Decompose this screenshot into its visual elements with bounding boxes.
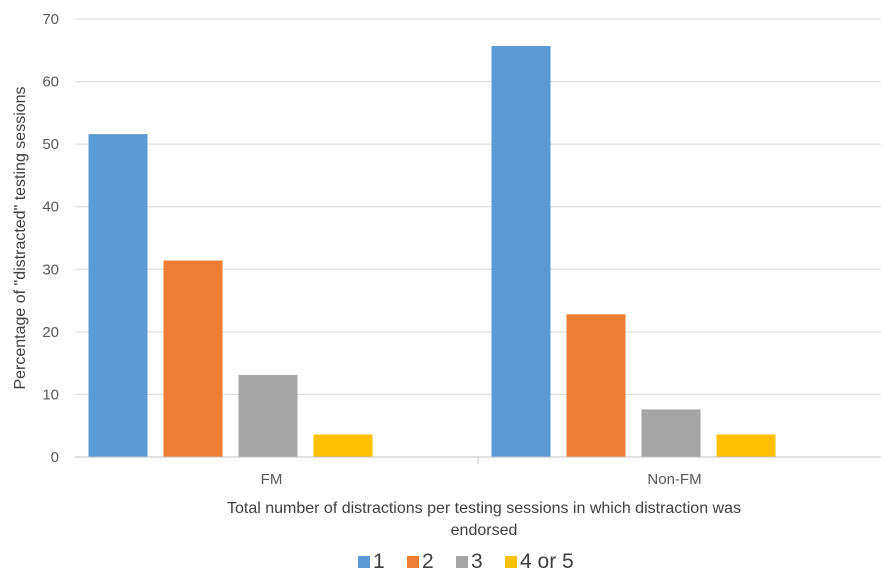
bar-non-fm-series-2 <box>566 314 626 457</box>
legend-swatch <box>358 556 370 568</box>
legend-label: 4 or 5 <box>520 550 574 573</box>
x-axis-categories: FM Non-FM <box>261 457 702 488</box>
bar-non-fm-series-4 <box>716 434 776 457</box>
legend-swatch <box>505 556 517 568</box>
legend-swatch <box>456 556 468 568</box>
bars <box>88 45 776 458</box>
x-category-label: FM <box>261 471 283 488</box>
bar-fm-series-4 <box>313 434 373 457</box>
legend-label: 2 <box>422 550 434 573</box>
y-tick-label: 50 <box>42 136 59 153</box>
legend-label: 1 <box>373 550 385 573</box>
bar-fm-series-1 <box>88 134 148 458</box>
y-tick-label: 30 <box>42 261 59 278</box>
y-tick-label: 0 <box>51 449 59 466</box>
x-category-label: Non-FM <box>647 471 701 488</box>
y-tick-label: 20 <box>42 324 59 341</box>
bar-non-fm-series-3 <box>641 409 701 457</box>
y-axis-title: Percentage of "distracted" testing sessi… <box>12 86 29 389</box>
x-axis-title-line2: endorsed <box>451 522 518 539</box>
legend-swatch <box>407 556 419 568</box>
y-tick-label: 70 <box>42 11 59 28</box>
x-axis-title-line1: Total number of distractions per testing… <box>227 500 741 517</box>
bar-fm-series-2 <box>163 260 223 457</box>
y-tick-label: 10 <box>42 386 59 403</box>
bar-non-fm-series-1 <box>491 45 551 458</box>
legend: 1 2 3 4 or 5 <box>358 550 574 573</box>
legend-label: 3 <box>471 550 483 573</box>
y-tick-label: 60 <box>42 74 59 91</box>
bar-fm-series-3 <box>238 375 298 457</box>
y-axis-ticks: 0 10 20 30 40 50 60 70 <box>42 11 59 466</box>
y-tick-label: 40 <box>42 199 59 216</box>
